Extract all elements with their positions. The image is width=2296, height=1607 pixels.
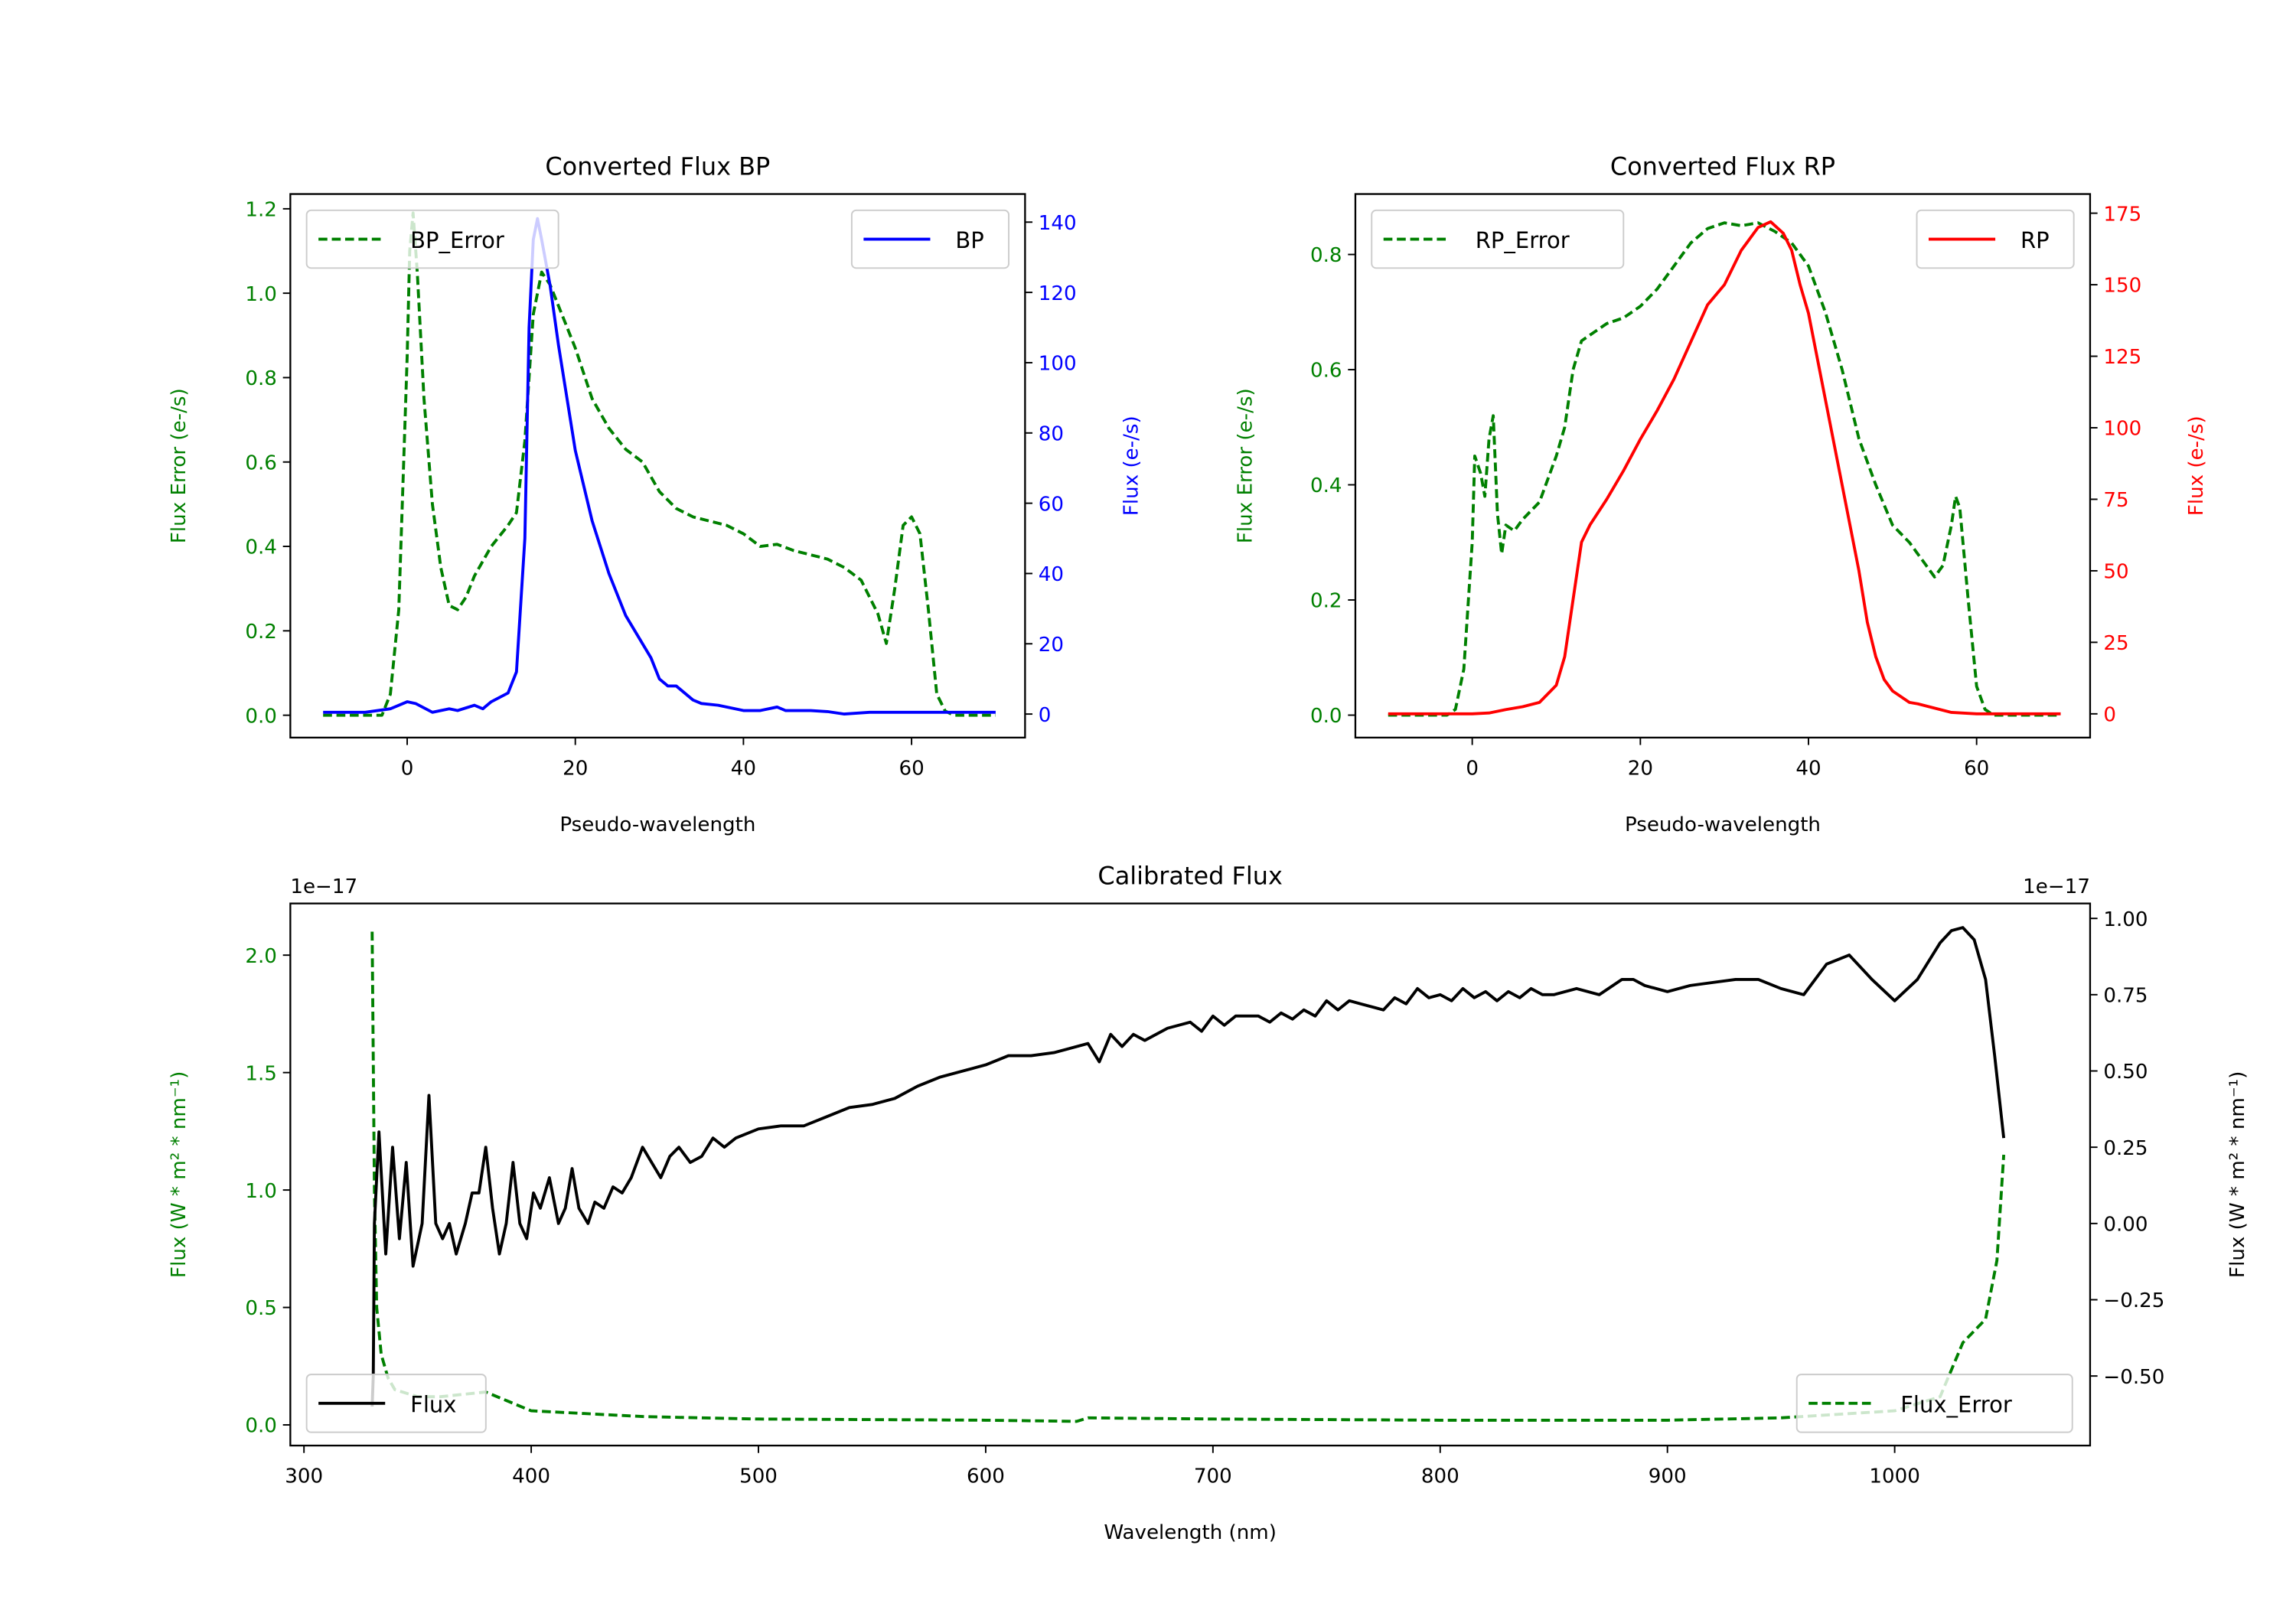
y-left-tick-label: 0.6	[245, 451, 277, 474]
series-line-bp	[323, 217, 996, 716]
y-left-tick-label: 0.0	[1310, 705, 1342, 728]
x-tick-label: 20	[563, 757, 588, 780]
x-tick-label: 1000	[1869, 1465, 1919, 1488]
y-left-axis-label: Flux (W * m² * nm⁻¹)	[168, 1071, 191, 1278]
axes-frame	[1354, 193, 2092, 739]
y-left-axis-label: Flux Error (e-/s)	[168, 388, 191, 543]
x-tick-label: 300	[285, 1465, 323, 1488]
y-right-tick-label: 40	[1039, 563, 1064, 586]
y-left-tick-label: 0.8	[1310, 244, 1342, 267]
y-right-tick-label: 0.50	[2103, 1061, 2148, 1084]
y-right-tick-label: 0	[1039, 704, 1052, 727]
legend-box	[305, 209, 559, 269]
y-left-tick-label: 0.4	[245, 536, 277, 559]
y-left-tick-label: 1.0	[245, 283, 277, 306]
x-tick-label: 0	[1466, 757, 1479, 780]
y-left-tick-label: 0.2	[1310, 590, 1342, 613]
series-line-bp-error	[323, 211, 996, 717]
chart-panel-2: 0 20 40 60 0.0 0.2 0.4 0.6 0.8 0 25 50 75 100 125 150 17…	[1234, 152, 2208, 836]
x-tick-label: 600	[967, 1465, 1005, 1488]
chart-title: Converted Flux BP	[545, 152, 770, 181]
series-line-rp-error	[1388, 221, 2061, 717]
axes-frame	[289, 193, 1026, 739]
x-tick-label: 20	[1628, 757, 1653, 780]
y-right-tick-label: 75	[2103, 489, 2128, 512]
y-right-tick-label: 150	[2103, 275, 2141, 298]
series-line-rp	[1388, 220, 2061, 715]
y-left-tick-label: 0.5	[245, 1297, 277, 1320]
x-axis-label: Pseudo-wavelength	[1625, 813, 1821, 836]
y-right-offset-text: 1e−17	[2023, 875, 2090, 898]
y-left-tick-label: 0.0	[245, 1415, 277, 1438]
legend-label: RP	[2020, 227, 2050, 253]
legend-rp-error: RP_Error	[1371, 209, 1625, 269]
y-left-offset-text: 1e−17	[290, 875, 357, 898]
legend-flux-error: Flux_Error	[1795, 1374, 2073, 1433]
x-tick-label: 40	[1795, 757, 1821, 780]
legend-label: RP_Error	[1476, 227, 1570, 253]
legend-flux: Flux	[305, 1374, 487, 1433]
x-tick-label: 60	[1964, 757, 1989, 780]
legend-bp: BP	[850, 209, 1010, 269]
legend-rp: RP	[1916, 209, 2075, 269]
x-tick-label: 60	[899, 757, 924, 780]
y-right-tick-label: 80	[1039, 422, 1064, 445]
legend-box	[1795, 1374, 2073, 1433]
chart-panel-3: 300 400 500 600 700 800 900 1000 0.0 0.5 1.0 1.5 2.0…	[168, 861, 2249, 1543]
y-right-tick-label: 0.25	[2103, 1137, 2148, 1160]
y-right-tick-label: −0.25	[2103, 1289, 2164, 1312]
x-axis-label: Wavelength (nm)	[1104, 1521, 1277, 1544]
y-right-axis-label: Flux (e-/s)	[1120, 416, 1143, 516]
y-left-tick-label: 0.8	[245, 367, 277, 390]
x-tick-label: 700	[1194, 1465, 1232, 1488]
y-right-tick-label: 100	[2103, 418, 2141, 441]
y-right-tick-label: 25	[2103, 632, 2128, 655]
series-line-flux	[370, 926, 2006, 1407]
y-right-tick-label: 120	[1039, 282, 1077, 305]
y-right-tick-label: 1.00	[2103, 908, 2148, 931]
y-right-axis-label: Flux (e-/s)	[2185, 416, 2208, 516]
axes-frame	[289, 902, 2092, 1447]
x-tick-label: 0	[401, 757, 414, 780]
y-right-tick-label: 125	[2103, 346, 2141, 369]
y-left-axis-label: Flux Error (e-/s)	[1234, 388, 1257, 543]
x-axis-label: Pseudo-wavelength	[559, 813, 755, 836]
y-left-tick-label: 1.2	[245, 199, 277, 222]
y-right-tick-label: 0.00	[2103, 1213, 2148, 1236]
y-right-tick-label: 20	[1039, 634, 1064, 657]
y-right-tick-label: 0.75	[2103, 985, 2148, 1008]
x-tick-label: 400	[512, 1465, 550, 1488]
y-left-tick-label: 0.4	[1310, 474, 1342, 497]
x-tick-label: 900	[1649, 1465, 1687, 1488]
series-line-flux-error	[370, 931, 2006, 1423]
y-left-tick-label: 0.2	[245, 621, 277, 644]
legend-box	[305, 1374, 487, 1433]
y-right-tick-label: 100	[1039, 353, 1077, 376]
y-left-tick-label: 0.0	[245, 705, 277, 728]
x-tick-label: 500	[739, 1465, 778, 1488]
legend-label: Flux	[410, 1391, 456, 1417]
x-tick-label: 40	[731, 757, 756, 780]
legend-label: BP_Error	[410, 227, 504, 253]
y-left-tick-label: 2.0	[245, 945, 277, 968]
y-right-axis-label: Flux (W * m² * nm⁻¹)	[2226, 1071, 2249, 1278]
chart-title: Calibrated Flux	[1097, 861, 1282, 890]
y-left-tick-label: 0.6	[1310, 360, 1342, 383]
legend-label: Flux_Error	[1900, 1391, 2012, 1417]
x-tick-label: 800	[1421, 1465, 1459, 1488]
chart-title: Converted Flux RP	[1610, 152, 1835, 181]
y-right-tick-label: 60	[1039, 493, 1064, 516]
y-right-tick-label: 50	[2103, 561, 2128, 584]
legend-label: BP	[955, 227, 983, 253]
y-left-tick-label: 1.5	[245, 1062, 277, 1085]
y-right-tick-label: 175	[2103, 203, 2141, 226]
legend-box	[1371, 209, 1625, 269]
y-right-tick-label: 0	[2103, 704, 2116, 727]
y-left-tick-label: 1.0	[245, 1180, 277, 1203]
legend-bp-error: BP_Error	[305, 209, 559, 269]
chart-panel-1: 0 20 40 60 0.0 0.2 0.4 0.6 0.8 1.0 1.2 0 20 40 60 80 100…	[168, 152, 1143, 836]
y-right-tick-label: −0.50	[2103, 1366, 2164, 1389]
y-right-tick-label: 140	[1039, 212, 1077, 235]
